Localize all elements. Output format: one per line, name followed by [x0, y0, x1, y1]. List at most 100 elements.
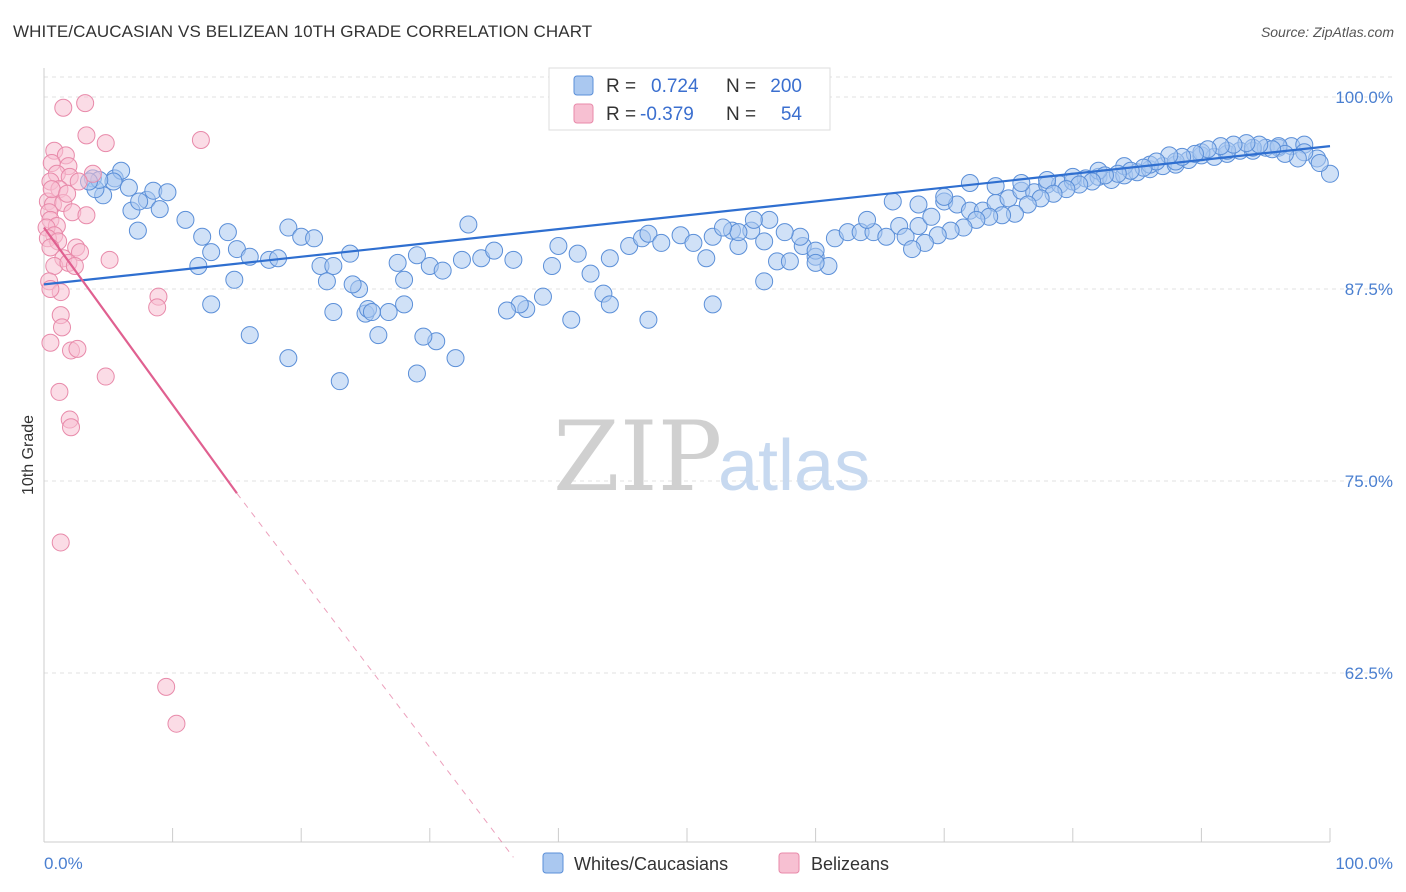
point-whites-176	[343, 275, 362, 294]
point-whites-187	[703, 295, 722, 314]
point-whites-114	[791, 227, 810, 246]
point-whites-46	[485, 241, 504, 260]
point-whites-160	[1018, 195, 1037, 214]
trend-line-belizeans-extrapolated	[236, 492, 514, 858]
point-whites-40	[407, 246, 426, 265]
point-whites-67	[755, 232, 774, 251]
y-tick-label-3: 62.5%	[1345, 664, 1393, 683]
point-whites-50	[542, 256, 561, 275]
point-whites-55	[600, 249, 619, 268]
point-whites-38	[388, 253, 407, 272]
point-whites-52	[568, 244, 587, 263]
series-belizeans-points	[37, 94, 210, 733]
x-tick-label-1: 100.0%	[1335, 854, 1393, 873]
point-whites-121	[883, 192, 902, 211]
watermark-zip: ZIP	[553, 401, 722, 513]
legend-r-label-1: R =	[606, 76, 636, 97]
legend-swatch-blue	[573, 75, 594, 96]
point-whites-184	[562, 310, 581, 329]
point-whites-116	[760, 210, 779, 229]
point-whites-28	[305, 229, 324, 248]
point-belizeans-43	[68, 339, 87, 358]
y-axis-title: 10th Grade	[20, 415, 37, 495]
legend-n-label-2: N =	[726, 104, 756, 125]
point-whites-79	[909, 217, 928, 236]
legend-n-value-1: 200	[770, 76, 802, 97]
point-whites-125	[986, 177, 1005, 196]
point-whites-122	[909, 195, 928, 214]
x-tick-label-0: 0.0%	[44, 854, 83, 873]
point-whites-20	[189, 256, 208, 275]
point-whites-44	[459, 215, 478, 234]
legend-n-label-1: N =	[726, 76, 756, 97]
point-whites-173	[414, 327, 433, 346]
point-whites-21	[202, 243, 221, 262]
point-belizeans-30	[100, 250, 119, 269]
point-whites-30	[317, 272, 336, 291]
point-belizeans-50	[167, 714, 186, 733]
point-whites-185	[600, 295, 619, 314]
point-whites-186	[639, 310, 658, 329]
legend-r-label-2: R =	[606, 104, 636, 125]
point-whites-37	[379, 303, 398, 322]
point-whites-119	[714, 218, 733, 237]
point-whites-62	[697, 249, 716, 268]
point-belizeans-51	[42, 180, 61, 199]
point-whites-18	[218, 223, 237, 242]
point-whites-47	[504, 250, 523, 269]
legend-swatch-pink	[573, 103, 594, 124]
point-whites-183	[446, 349, 465, 368]
point-whites-22	[225, 270, 244, 289]
point-belizeans-41	[41, 333, 60, 352]
legend-box	[548, 67, 831, 131]
point-whites-117	[744, 210, 763, 229]
y-tick-labels: 100.0% 87.5% 75.0% 62.5%	[1335, 88, 1393, 683]
watermark-atlas: atlas	[718, 426, 870, 506]
point-belizeans-52	[69, 172, 88, 191]
point-whites-189	[806, 253, 825, 272]
point-whites-49	[533, 287, 552, 306]
point-whites-6	[128, 221, 147, 240]
legend-r-value-1: 0.724	[651, 76, 699, 97]
point-whites-42	[433, 261, 452, 280]
point-belizeans-33	[65, 256, 84, 275]
point-whites-53	[581, 264, 600, 283]
point-whites-31	[324, 256, 343, 275]
trend-line-belizeans	[43, 226, 238, 494]
point-belizeans-47	[62, 418, 81, 437]
point-belizeans-53	[58, 184, 77, 203]
point-whites-177	[324, 303, 343, 322]
trend-line-whites	[43, 145, 1331, 286]
chart-title: WHITE/CAUCASIAN VS BELIZEAN 10TH GRADE C…	[13, 22, 593, 41]
bottom-legend: Whites/Caucasians Belizeans	[542, 852, 889, 874]
point-whites-10	[119, 178, 138, 197]
legend-r-value-2: -0.379	[640, 104, 694, 125]
point-whites-169	[903, 240, 922, 259]
point-belizeans-0	[54, 98, 73, 117]
bottom-legend-swatch-pink[interactable]	[778, 852, 800, 874]
point-whites-76	[877, 227, 896, 246]
point-whites-178	[202, 295, 221, 314]
point-whites-58	[639, 224, 658, 243]
point-whites-13	[130, 192, 149, 211]
point-whites-126	[1012, 174, 1031, 193]
point-whites-80	[922, 207, 941, 226]
point-belizeans-49	[157, 677, 176, 696]
point-whites-69	[780, 252, 799, 271]
trend-lines	[43, 145, 1331, 858]
bottom-legend-label-whites: Whites/Caucasians	[574, 854, 728, 874]
point-belizeans-1	[76, 94, 95, 113]
point-whites-51	[549, 236, 568, 255]
point-whites-17	[193, 227, 212, 246]
point-whites-188	[755, 272, 774, 291]
bottom-legend-label-belizeans: Belizeans	[811, 854, 889, 874]
point-whites-181	[330, 372, 349, 391]
point-whites-138	[1310, 154, 1329, 173]
watermark: ZIP atlas	[553, 401, 870, 513]
point-belizeans-44	[96, 367, 115, 386]
point-belizeans-10	[83, 164, 102, 183]
point-belizeans-38	[148, 298, 167, 317]
bottom-legend-swatch-blue[interactable]	[542, 852, 564, 874]
x-ticks	[43, 828, 1331, 842]
